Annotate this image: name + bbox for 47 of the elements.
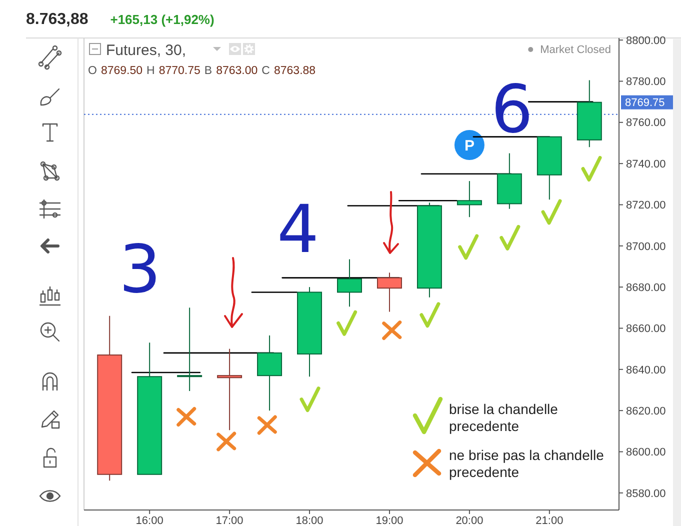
y-tick-label: 8780.00: [626, 76, 666, 88]
y-tick-label: 8720.00: [626, 200, 666, 212]
legend-label: ne brise pas la chandelle precedente: [449, 447, 604, 480]
point: [216, 432, 236, 452]
y-tick-label: 8600.00: [626, 446, 666, 459]
candlestick: [337, 258, 362, 308]
x-tick-label: 18:00: [296, 515, 324, 526]
candlestick: [217, 348, 242, 431]
y-tick-label: 8740.00: [626, 158, 666, 170]
candlestick: [376, 272, 402, 312]
y-tick-label: 8680.00: [626, 282, 666, 294]
y-tick-label: 8580.00: [626, 488, 666, 500]
chart-title: Futures, 30,: [106, 42, 186, 59]
x-tick-label: 21:00: [536, 515, 564, 526]
x-tick-label: 20:00: [456, 515, 484, 526]
point: [458, 234, 479, 260]
y-tick-label: 8660.00: [626, 323, 666, 336]
point: [176, 407, 196, 427]
x-tick-label: 17:00: [216, 515, 244, 526]
point: [257, 415, 277, 435]
y-tick-label: 8640.00: [626, 364, 666, 376]
candlestick: [177, 307, 202, 392]
y-tick-label: 8760.00: [626, 117, 666, 130]
point: [541, 199, 562, 225]
x-tick-label: 16:00: [136, 515, 164, 526]
point: [581, 156, 602, 182]
text: O 8769.50 H 8770.75 B 8763.00 C 8763.88: [88, 65, 316, 77]
annotation: Market Closed: [540, 44, 611, 56]
text: 8.763,88: [26, 11, 88, 28]
point: [336, 310, 358, 336]
y-tick-label: 8620.00: [626, 405, 666, 418]
annotation: 4: [277, 190, 319, 268]
annotation: 3: [119, 230, 161, 308]
x-tick-label: 19:00: [376, 515, 404, 526]
y-tick-label: 8700.00: [626, 240, 666, 253]
text: +165,13 (+1,92%): [110, 12, 214, 27]
point: [382, 320, 402, 340]
candlestick: [257, 334, 282, 412]
legend-label: brise la chandelle precedente: [449, 401, 558, 434]
annotation: 6: [491, 70, 533, 148]
candlestick: [456, 180, 482, 218]
annotation: P: [464, 137, 474, 154]
point: [420, 302, 440, 328]
point: [300, 386, 320, 412]
text: 8769.75: [625, 97, 665, 110]
y-tick-label: 8800.00: [626, 34, 666, 47]
point: [500, 224, 520, 250]
